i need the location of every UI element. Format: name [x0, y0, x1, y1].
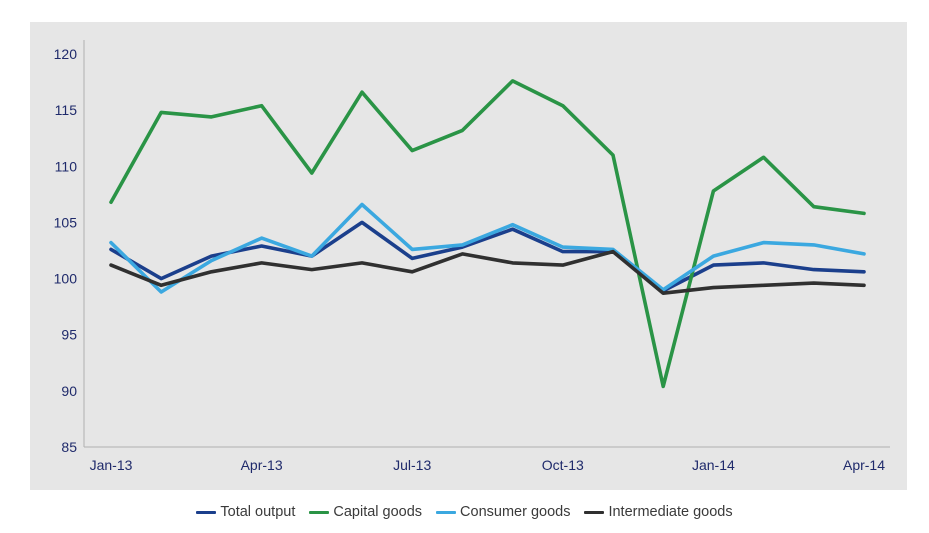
y-tick-label-115: 115 — [55, 102, 78, 118]
legend-label: Consumer goods — [460, 504, 571, 520]
series-line-intermediate-goods — [109, 249, 866, 296]
legend-label: Capital goods — [333, 504, 423, 520]
x-tick-label-apr-13: Apr-13 — [241, 457, 283, 473]
legend-swatch — [309, 510, 330, 514]
legend: Total output Capital goods Consumer goods I… — [0, 504, 929, 520]
legend-swatch — [436, 510, 457, 514]
legend-item-capital-goods: Capital goods — [309, 504, 422, 520]
y-tick-label-110: 110 — [55, 158, 78, 174]
series-line-capital-goods — [109, 79, 866, 389]
y-tick-label-105: 105 — [54, 214, 78, 230]
y-tick-label-95: 95 — [61, 327, 77, 343]
y-tick-label-90: 90 — [61, 383, 77, 399]
legend-swatch — [196, 510, 217, 514]
x-tick-label-oct-13: Oct-13 — [542, 457, 584, 473]
x-tick-label-jan-14: Jan-14 — [692, 457, 735, 473]
y-axis-ticks: 85 90 95 100 105 110 115 120 — [54, 46, 78, 455]
x-tick-label-apr-14: Apr-14 — [843, 457, 885, 473]
legend-swatch — [584, 510, 605, 514]
series-lines — [109, 79, 866, 389]
legend-item-consumer-goods: Consumer goods — [436, 504, 570, 520]
legend-label: Intermediate goods — [608, 504, 733, 520]
y-tick-label-100: 100 — [54, 271, 78, 287]
x-axis-ticks: Jan-13 Apr-13 Jul-13 Oct-13 Jan-14 Apr-14 — [90, 457, 886, 473]
y-tick-label-120: 120 — [54, 46, 78, 62]
x-tick-label-jul-13: Jul-13 — [393, 457, 431, 473]
legend-item-intermediate-goods: Intermediate goods — [584, 504, 733, 520]
series-line-consumer-goods — [109, 202, 866, 294]
x-tick-label-jan-13: Jan-13 — [90, 457, 133, 473]
legend-label: Total output — [220, 504, 296, 520]
legend-item-total-output: Total output — [196, 504, 295, 520]
y-tick-label-85: 85 — [61, 439, 77, 455]
line-chart: 85 90 95 100 105 110 115 120 Jan-13 Apr-13 Jul-13… — [54, 40, 890, 473]
